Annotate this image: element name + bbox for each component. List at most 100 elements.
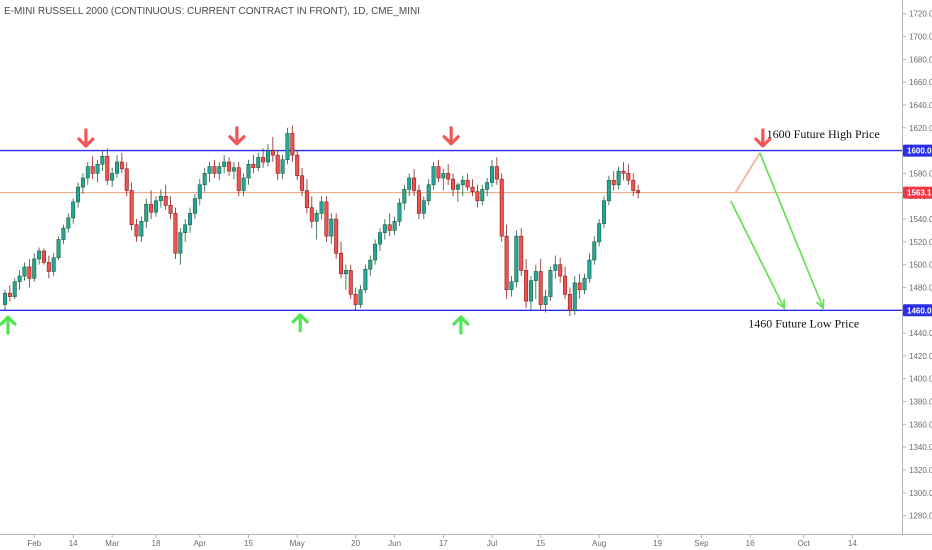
y-tick-label: 1520.0 xyxy=(909,238,932,247)
candle-body xyxy=(90,166,95,174)
candle-body xyxy=(363,268,368,291)
x-tick-label: May xyxy=(290,539,305,548)
candle xyxy=(353,287,358,311)
candle-body xyxy=(382,224,387,234)
candle xyxy=(119,152,124,174)
candle-body xyxy=(61,227,66,240)
x-tick-label: 17 xyxy=(439,539,448,548)
candle-body xyxy=(436,166,441,179)
candle xyxy=(188,207,193,233)
candle xyxy=(392,216,397,235)
candle-body xyxy=(66,217,71,229)
candle xyxy=(256,152,261,172)
candle xyxy=(416,184,421,220)
candle-body xyxy=(602,200,607,224)
candle-body xyxy=(567,294,572,311)
candle-body xyxy=(577,282,582,291)
candle xyxy=(207,161,212,183)
x-tick-label: 18 xyxy=(152,539,161,548)
candle xyxy=(426,179,431,206)
arrow-down-icon-head xyxy=(77,137,95,148)
candle xyxy=(275,150,280,181)
candle-body xyxy=(626,173,631,181)
candle-body xyxy=(358,289,363,305)
y-tick-label: 1480.0 xyxy=(909,283,932,292)
candle xyxy=(339,241,344,279)
levels xyxy=(0,149,902,311)
candle xyxy=(153,196,158,217)
candle xyxy=(412,168,417,197)
candle xyxy=(533,264,538,299)
arrow-down-icon xyxy=(442,126,460,146)
candle xyxy=(246,159,251,185)
candle xyxy=(27,258,32,288)
candle xyxy=(538,258,543,311)
candle xyxy=(295,150,300,181)
candle-body xyxy=(168,205,173,214)
candle xyxy=(455,182,460,202)
y-tick-label: 1540.0 xyxy=(909,215,932,224)
candle xyxy=(100,150,105,172)
candle-body xyxy=(51,257,56,272)
y-tick-label: 1360.0 xyxy=(909,420,932,429)
candle xyxy=(212,159,217,178)
candle xyxy=(397,198,402,226)
candle xyxy=(90,156,95,180)
candle-body xyxy=(446,173,451,180)
candle-body xyxy=(563,275,568,295)
candle xyxy=(56,236,61,261)
arrow-up-icon xyxy=(0,315,17,335)
candle-body xyxy=(631,179,636,191)
candle-body xyxy=(455,184,460,190)
candle-body xyxy=(261,157,266,163)
candle-body xyxy=(636,190,641,194)
candle xyxy=(149,190,154,220)
candle xyxy=(387,213,392,237)
candle xyxy=(334,213,339,259)
candle xyxy=(504,224,509,299)
candle xyxy=(168,196,173,220)
candle xyxy=(324,196,329,242)
candle xyxy=(524,258,529,308)
candle-body xyxy=(270,150,275,156)
candle-body xyxy=(56,239,61,259)
candle xyxy=(329,213,334,245)
candle xyxy=(12,278,17,299)
candle-body xyxy=(241,177,246,191)
marker-arrows xyxy=(0,126,772,335)
candle-body xyxy=(611,179,616,186)
candle-body xyxy=(300,175,305,191)
candle xyxy=(192,193,197,220)
projection-down-leg-head xyxy=(776,298,786,310)
candle xyxy=(17,270,22,290)
candle-body xyxy=(533,271,538,281)
projection-lines xyxy=(729,152,825,310)
candle xyxy=(319,196,324,220)
candle xyxy=(300,167,305,197)
arrow-up-icon xyxy=(452,315,470,335)
candle-body xyxy=(12,281,17,297)
arrow-up-icon xyxy=(291,313,309,333)
candle xyxy=(124,161,129,197)
candle-body xyxy=(339,252,344,275)
candle xyxy=(436,159,441,183)
y-tick-label: 1280.0 xyxy=(909,512,932,521)
candle-body xyxy=(489,166,494,183)
y-tick-label: 1720.0 xyxy=(909,10,932,19)
candle-body xyxy=(256,157,261,168)
candle-body xyxy=(343,270,348,275)
candle-body xyxy=(7,292,12,297)
projection-down-leg-head xyxy=(815,298,825,310)
arrow-down-icon xyxy=(228,126,246,146)
arrow-up-icon-head xyxy=(291,313,309,324)
candle-body xyxy=(407,177,412,190)
candle-body xyxy=(377,232,382,245)
candle xyxy=(22,262,27,281)
candle xyxy=(80,173,85,194)
candle xyxy=(587,253,592,283)
candle xyxy=(363,264,368,294)
x-tick-label: Aug xyxy=(592,539,606,548)
candle xyxy=(76,182,81,208)
candle-body xyxy=(465,179,470,188)
